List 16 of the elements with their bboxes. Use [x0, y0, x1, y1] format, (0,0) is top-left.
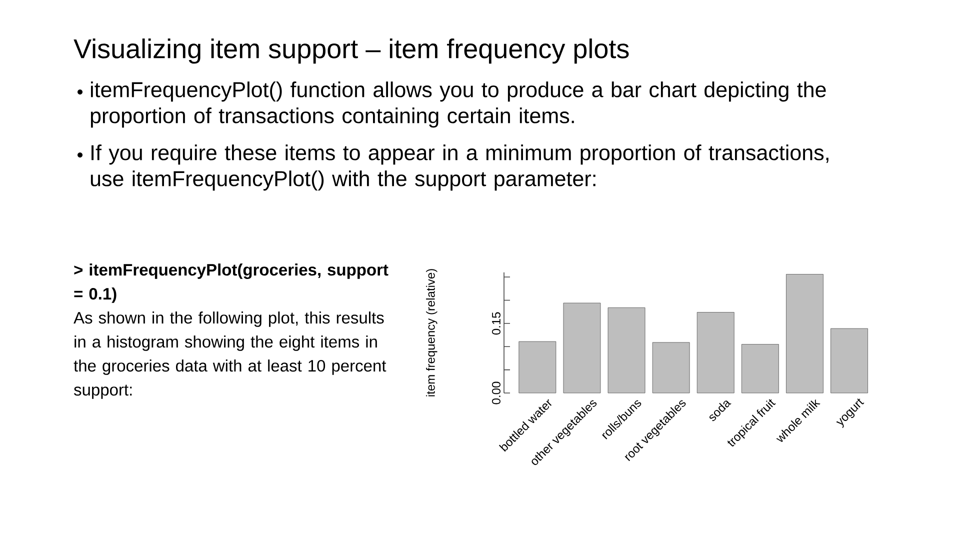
chart-title: Visualizing item support – item frequency plots: [74, 38, 629, 64]
text: > itemFrequencyPlot(groceries, support = 0.1): [74, 264, 388, 303]
bar: [652, 342, 690, 394]
bar: [608, 307, 646, 394]
y-tick-label: 0.15: [492, 312, 500, 335]
bar: [696, 312, 734, 394]
text: If you require these items to appear in a minimum proportion of transactions, use itemFrequencyPlot() with the support parameter:: [90, 144, 828, 191]
y-axis-title: item frequency (relative): [426, 269, 438, 396]
bar: [741, 344, 779, 394]
bar: [786, 274, 824, 394]
text: As shown in the following plot, this results in a histogram showing the eight items in the groceries data with at least 10 percent support:: [74, 312, 386, 399]
bar: [563, 302, 601, 394]
bar: [518, 341, 556, 394]
y-tick-label: 0.00: [492, 382, 500, 404]
bar: [830, 328, 868, 394]
text: itemFrequencyPlot() function allows you to produce a bar chart depicting the proportion of transactions containing certain items.: [90, 82, 826, 128]
